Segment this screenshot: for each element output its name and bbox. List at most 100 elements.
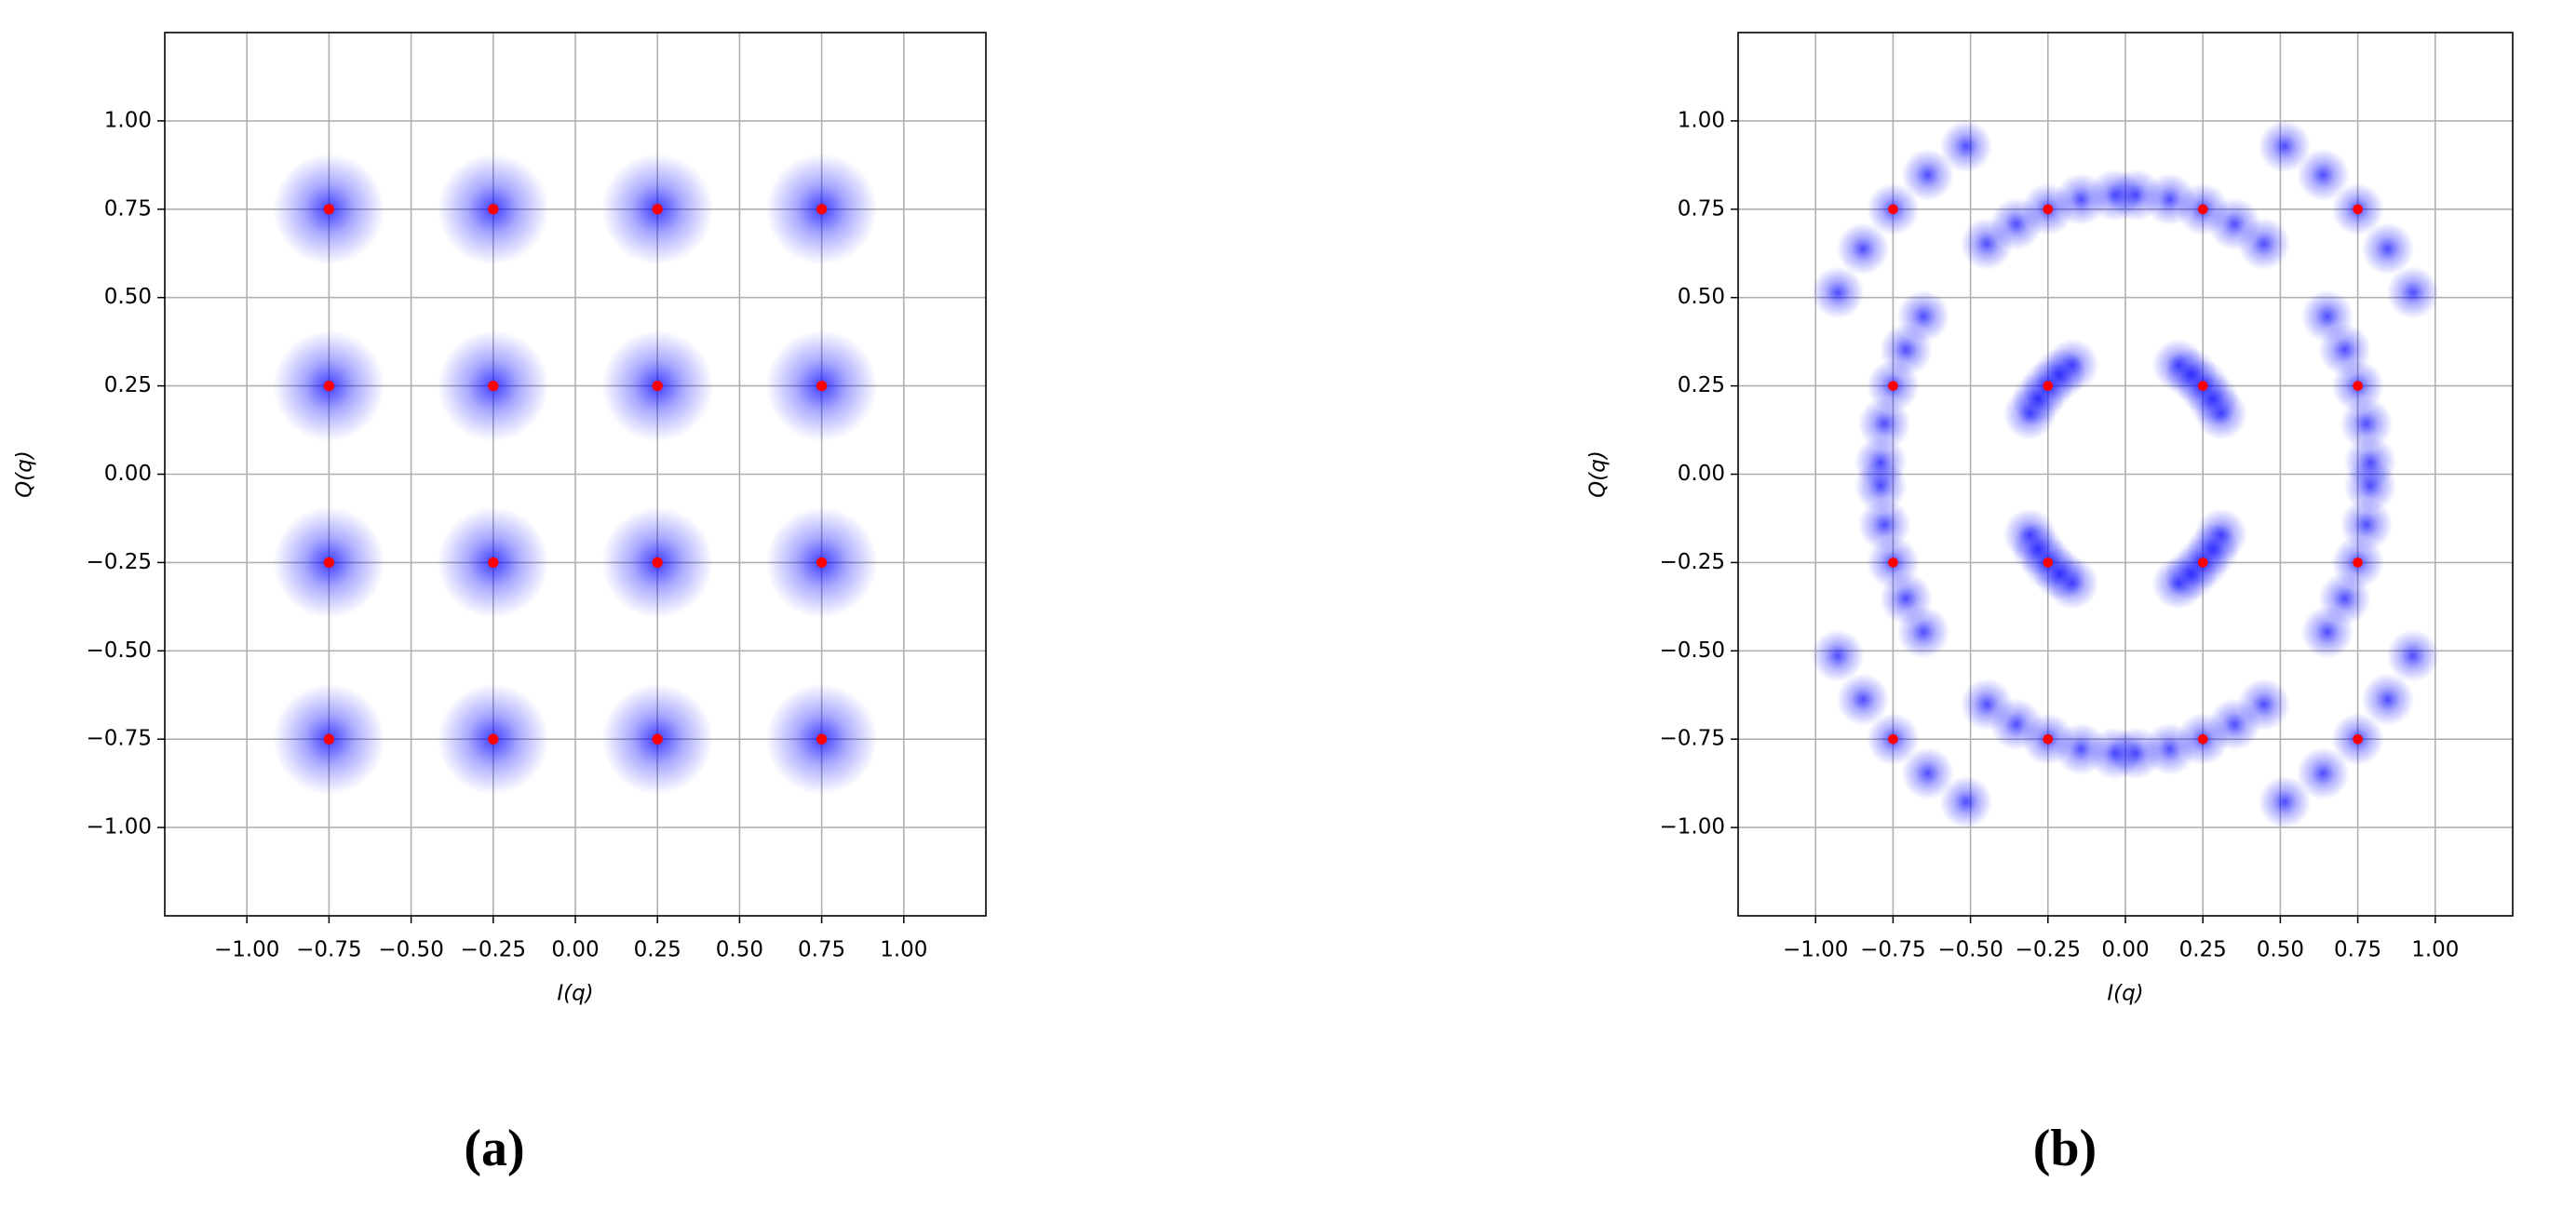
x-tick-label: −0.75 — [296, 938, 361, 962]
constellation-point — [2353, 733, 2363, 745]
x-tick-label: 0.00 — [2101, 938, 2149, 962]
sample-cloud — [1836, 673, 1890, 726]
constellation-point — [323, 557, 335, 569]
constellation-point — [2043, 557, 2054, 568]
x-tick-label: 0.50 — [2257, 938, 2304, 962]
sample-cloud — [2343, 460, 2397, 513]
y-tick-label: −0.50 — [1660, 638, 1725, 663]
y-axis-label: Q(q) — [13, 450, 37, 498]
plot-area — [273, 153, 878, 796]
sample-cloud — [2045, 338, 2099, 392]
x-tick-label: 0.75 — [798, 938, 845, 962]
x-tick-label: 0.00 — [551, 938, 599, 962]
y-tick-label: −1.00 — [1660, 815, 1725, 840]
x-tick-label: −0.25 — [2016, 938, 2081, 962]
constellation-point — [2353, 204, 2363, 215]
x-tick-label: −0.50 — [1937, 938, 2003, 962]
sample-cloud — [2297, 148, 2350, 202]
sample-cloud — [2386, 629, 2440, 682]
constellation-point — [652, 557, 663, 569]
sample-cloud — [2386, 266, 2440, 319]
x-tick-label: 1.00 — [2411, 938, 2459, 962]
sample-cloud — [2300, 289, 2354, 343]
constellation-point — [652, 733, 663, 745]
constellation-point — [2353, 557, 2363, 568]
constellation-point — [488, 557, 499, 569]
sample-cloud — [2361, 222, 2415, 275]
constellation-point — [816, 557, 828, 569]
x-tick-label: −0.25 — [461, 938, 526, 962]
constellation-point — [323, 733, 335, 745]
axes-frame — [1737, 32, 2514, 917]
sample-cloud — [1939, 119, 1993, 173]
constellation-point — [1888, 557, 1898, 568]
y-axis-label: Q(q) — [1586, 450, 1611, 498]
constellation-point — [488, 733, 499, 745]
sample-cloud — [1811, 629, 1865, 682]
x-tick-label: −1.00 — [1783, 938, 1848, 962]
y-tick-label: 0.50 — [1678, 285, 1725, 309]
sample-cloud — [1896, 289, 1950, 343]
constellation-point — [2353, 381, 2363, 391]
constellation-point — [323, 380, 335, 392]
constellation-point — [2197, 733, 2208, 745]
axes-frame — [164, 32, 987, 917]
x-tick-label: −1.00 — [214, 938, 279, 962]
panel-caption: (b) — [2033, 1120, 2097, 1177]
y-tick-label: 0.75 — [104, 196, 152, 221]
sample-cloud — [1901, 148, 1954, 202]
x-tick-label: −0.50 — [378, 938, 443, 962]
plot-area — [1811, 119, 2440, 829]
y-tick-label: 0.00 — [104, 462, 152, 486]
sample-cloud — [1854, 460, 1908, 513]
sample-cloud — [2297, 746, 2350, 800]
x-tick-label: 0.75 — [2334, 938, 2381, 962]
y-tick-label: 0.25 — [1678, 373, 1725, 397]
sample-cloud — [1960, 217, 2014, 271]
y-tick-label: 0.50 — [104, 285, 152, 309]
sample-cloud — [1836, 222, 1890, 275]
x-tick-label: 0.25 — [2179, 938, 2227, 962]
sample-cloud — [1896, 605, 1950, 659]
sample-cloud — [1901, 746, 1954, 800]
y-tick-label: 1.00 — [1678, 108, 1725, 132]
sample-cloud — [2300, 605, 2354, 659]
sample-cloud — [2151, 338, 2205, 392]
sample-cloud — [2151, 557, 2205, 611]
sample-cloud — [1811, 266, 1865, 319]
constellation-point — [652, 204, 663, 215]
sample-cloud — [2258, 119, 2312, 173]
y-tick-label: 0.25 — [104, 373, 152, 397]
constellation-point — [488, 204, 499, 215]
constellation-point — [816, 733, 828, 745]
constellation-point — [816, 380, 828, 392]
x-tick-label: 0.25 — [634, 938, 681, 962]
constellation-point — [1888, 733, 1898, 745]
constellation-point — [2043, 381, 2054, 391]
panel-caption: (a) — [464, 1120, 524, 1177]
y-tick-label: −0.75 — [87, 727, 152, 751]
constellation-point — [2043, 733, 2054, 745]
sample-cloud — [2237, 678, 2291, 732]
x-tick-label: 1.00 — [880, 938, 927, 962]
constellation-point — [1888, 204, 1898, 215]
constellation-point — [2043, 204, 2054, 215]
constellation-point — [2197, 381, 2208, 391]
constellation-point — [1888, 381, 1898, 391]
constellation-point — [652, 380, 663, 392]
constellation-point — [488, 380, 499, 392]
sample-cloud — [1960, 678, 2014, 732]
x-tick-label: 0.50 — [716, 938, 763, 962]
y-tick-label: 1.00 — [104, 108, 152, 132]
constellation-point — [816, 204, 828, 215]
x-tick-label: −0.75 — [1860, 938, 1925, 962]
y-tick-label: −1.00 — [87, 815, 152, 840]
y-tick-label: 0.00 — [1678, 462, 1725, 486]
sample-cloud — [2237, 217, 2291, 271]
constellation-point — [2197, 557, 2208, 568]
y-tick-label: −0.25 — [87, 550, 152, 574]
y-tick-label: −0.25 — [1660, 550, 1725, 574]
x-axis-label: I(q) — [557, 982, 593, 1006]
sample-cloud — [1939, 775, 1993, 829]
